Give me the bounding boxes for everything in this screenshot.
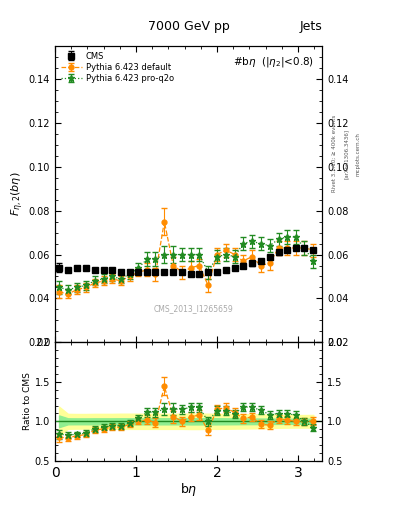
Text: 7000 GeV pp: 7000 GeV pp — [148, 20, 230, 33]
Legend: CMS, Pythia 6.423 default, Pythia 6.423 pro-q2o: CMS, Pythia 6.423 default, Pythia 6.423 … — [59, 50, 176, 85]
Y-axis label: Ratio to CMS: Ratio to CMS — [23, 373, 32, 431]
Y-axis label: $F_{\eta,2}(b\eta)$: $F_{\eta,2}(b\eta)$ — [9, 172, 26, 217]
Text: Rivet 3.1.10; ≥ 400k events: Rivet 3.1.10; ≥ 400k events — [332, 115, 337, 192]
Text: #b$\eta$  ($|\eta_2|$<0.8): #b$\eta$ ($|\eta_2|$<0.8) — [233, 55, 314, 69]
Text: mcplots.cern.ch: mcplots.cern.ch — [356, 132, 361, 176]
Text: Jets: Jets — [299, 20, 322, 33]
X-axis label: b$\eta$: b$\eta$ — [180, 481, 197, 498]
Text: [arXiv:1306.3436]: [arXiv:1306.3436] — [344, 129, 349, 179]
Text: CMS_2013_I1265659: CMS_2013_I1265659 — [154, 304, 234, 313]
